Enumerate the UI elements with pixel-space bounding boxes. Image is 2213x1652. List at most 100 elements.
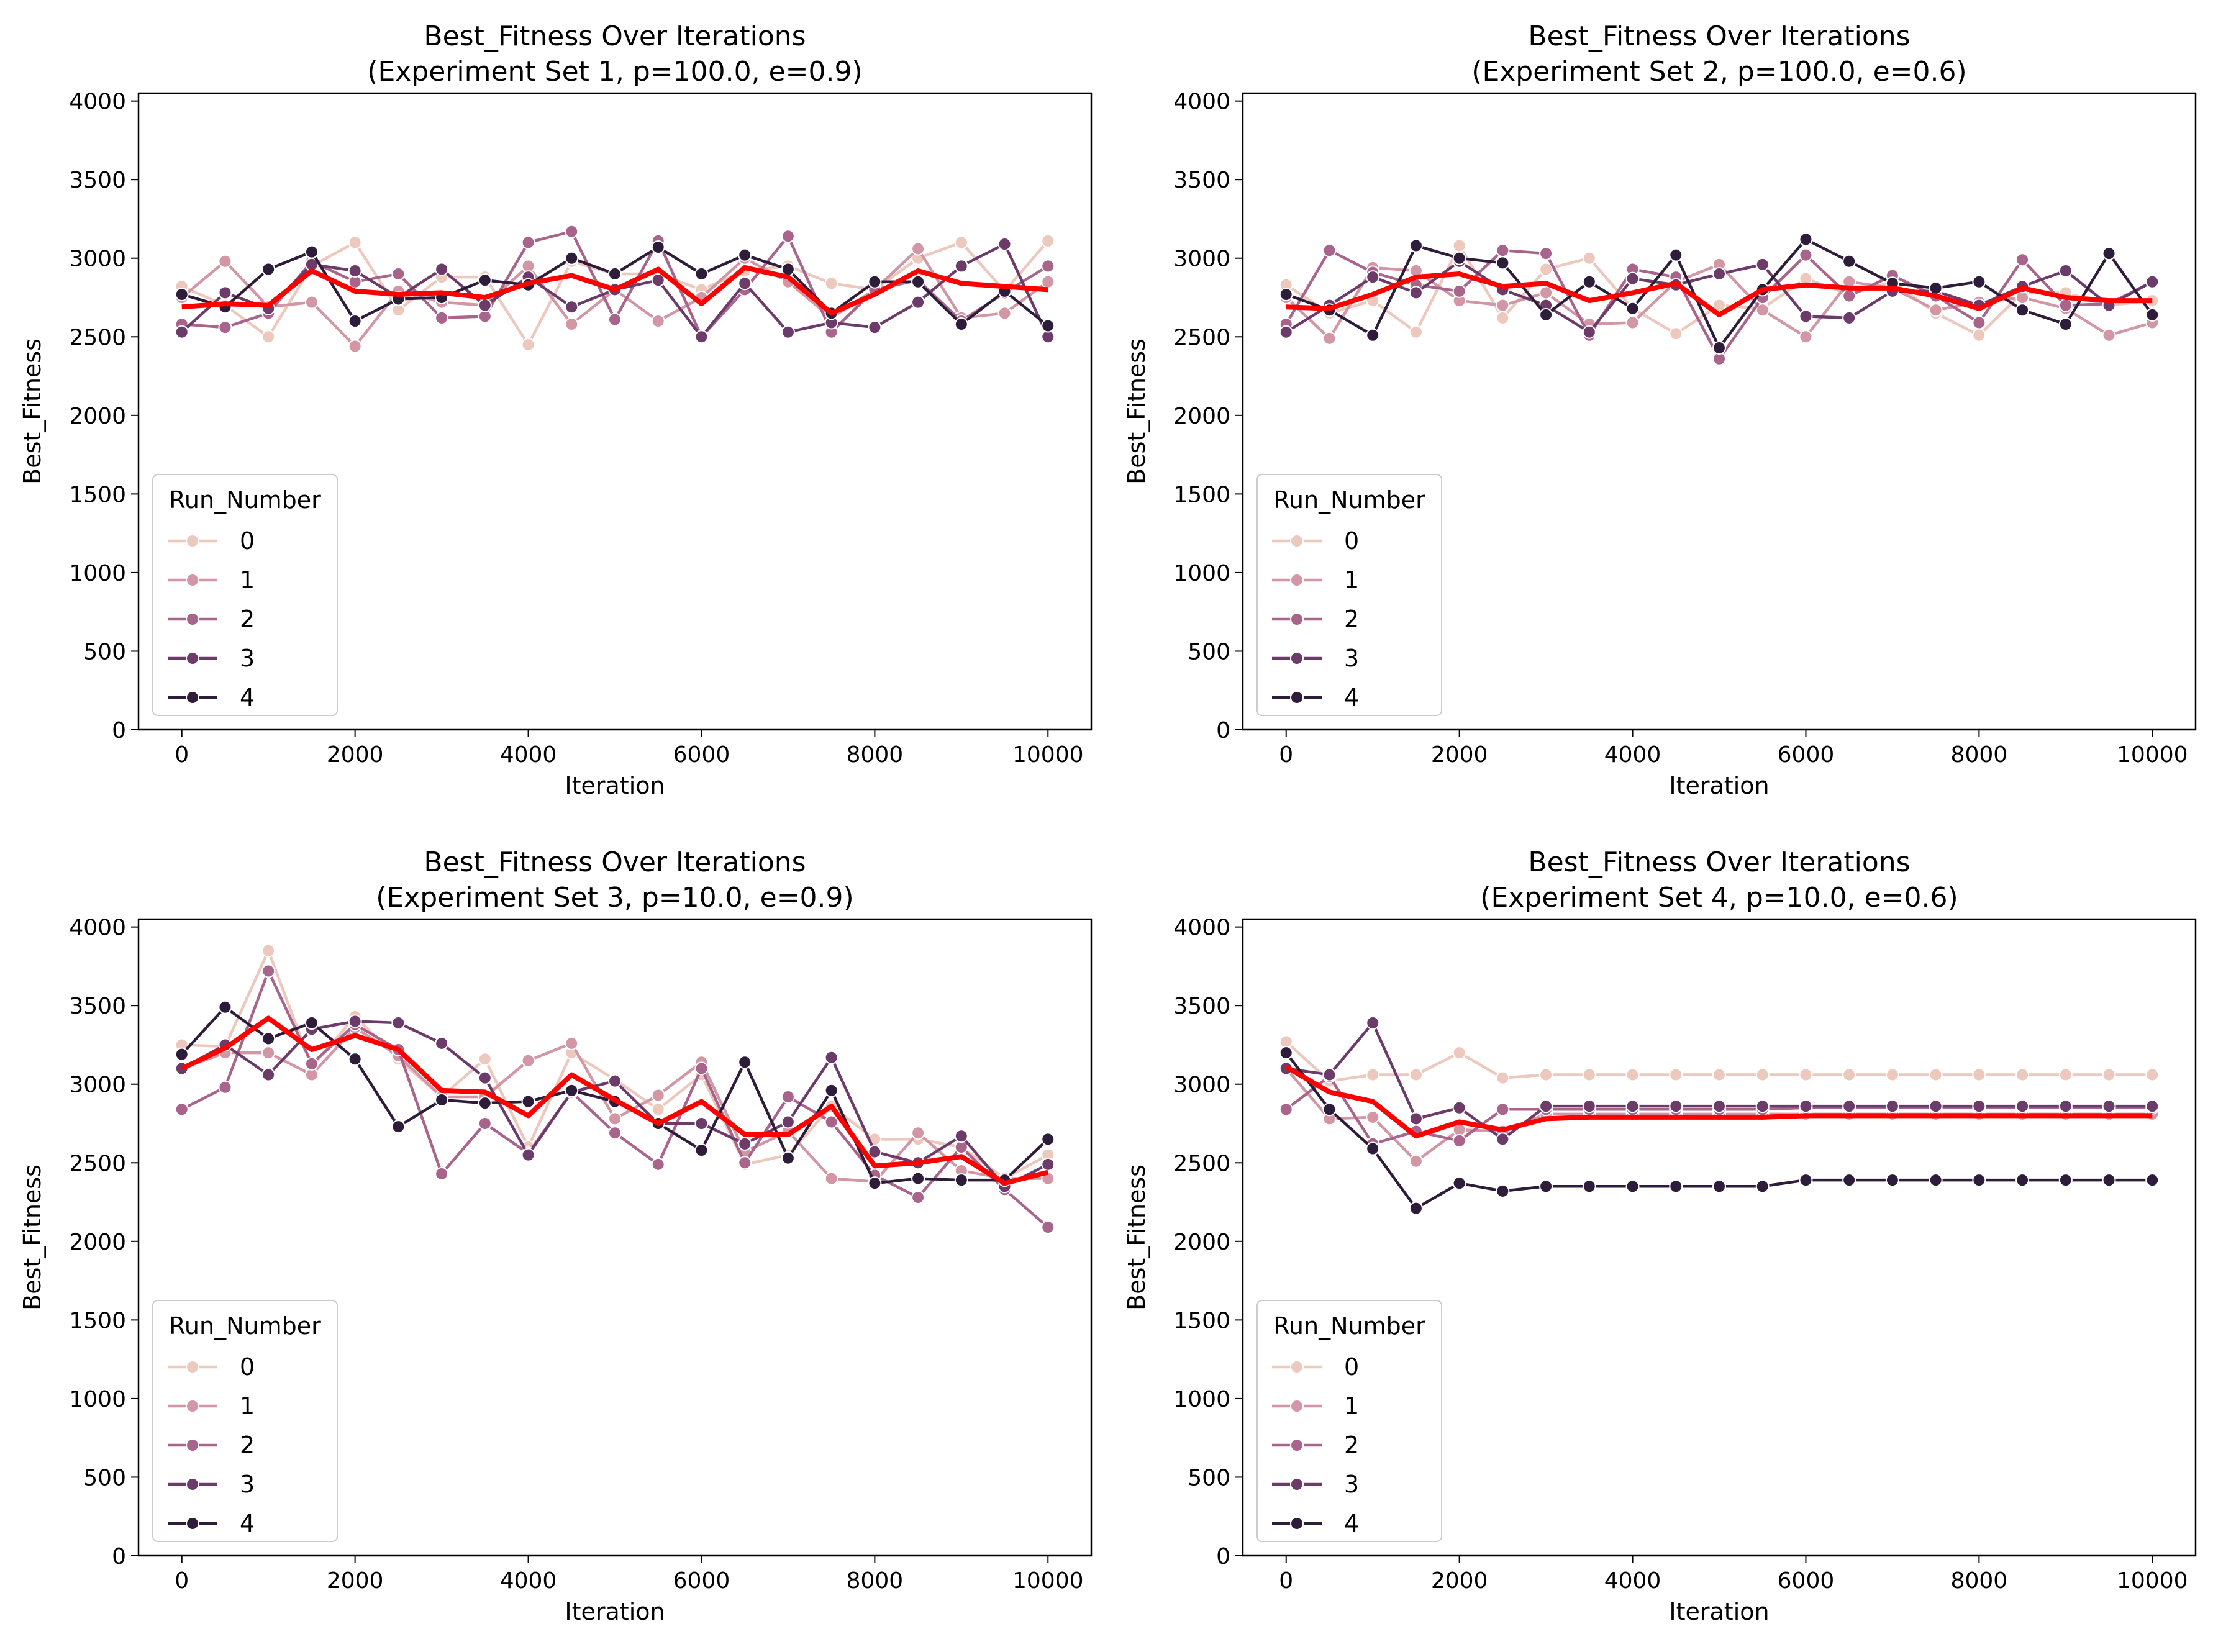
chart-subtitle: (Experiment Set 4, p=10.0, e=0.6) bbox=[1480, 882, 1958, 914]
legend-title: Run_Number bbox=[169, 1312, 321, 1340]
legend-label-run-1: 1 bbox=[240, 1392, 255, 1420]
data-point-run-0 bbox=[824, 276, 838, 291]
data-point-run-4 bbox=[1366, 328, 1380, 342]
x-tick-label: 8000 bbox=[847, 1568, 904, 1594]
y-tick-label: 1500 bbox=[69, 1308, 126, 1333]
y-tick-label: 1500 bbox=[69, 482, 126, 507]
data-point-run-4 bbox=[1929, 281, 1943, 295]
data-point-run-4 bbox=[694, 1143, 709, 1158]
legend-marker-run-0 bbox=[186, 534, 199, 548]
data-point-run-0 bbox=[1496, 311, 1510, 325]
data-point-run-4 bbox=[1842, 1173, 1856, 1187]
data-point-run-4 bbox=[1755, 1179, 1770, 1194]
data-point-run-2 bbox=[1496, 1102, 1510, 1117]
data-point-run-4 bbox=[1539, 307, 1553, 322]
data-point-run-3 bbox=[868, 320, 882, 335]
mean-line bbox=[181, 265, 1048, 316]
data-point-run-4 bbox=[954, 317, 968, 332]
data-point-run-0 bbox=[521, 337, 535, 352]
data-point-run-3 bbox=[391, 1016, 406, 1030]
data-point-run-3 bbox=[694, 1117, 709, 1131]
chart-title: Best_Fitness Over Iterations bbox=[1528, 846, 1910, 878]
y-tick-label: 3500 bbox=[1173, 994, 1230, 1019]
y-tick-label: 1000 bbox=[69, 561, 126, 586]
data-point-run-1 bbox=[1625, 315, 1640, 330]
y-tick-label: 4000 bbox=[69, 89, 126, 115]
data-point-run-2 bbox=[478, 1117, 492, 1131]
y-tick-label: 3000 bbox=[69, 1073, 126, 1098]
y-axis-label: Best_Fitness bbox=[19, 338, 46, 484]
data-point-run-3 bbox=[1582, 1099, 1596, 1114]
legend-title: Run_Number bbox=[1273, 486, 1425, 514]
data-point-run-0 bbox=[1972, 328, 1986, 342]
y-tick-label: 1000 bbox=[69, 1387, 126, 1412]
chart-subtitle: (Experiment Set 1, p=100.0, e=0.9) bbox=[367, 56, 862, 88]
y-tick-label: 500 bbox=[83, 639, 126, 665]
data-point-run-3 bbox=[435, 262, 449, 276]
y-tick-label: 4000 bbox=[69, 915, 126, 941]
data-point-run-4 bbox=[1539, 1179, 1553, 1194]
data-point-run-4 bbox=[521, 1094, 535, 1109]
data-point-run-3 bbox=[1409, 286, 1423, 300]
y-tick-label: 0 bbox=[1216, 718, 1230, 743]
data-point-run-3 bbox=[738, 1137, 752, 1151]
data-point-run-3 bbox=[1972, 1099, 1986, 1114]
mean-line bbox=[181, 1015, 1049, 1186]
data-point-run-4 bbox=[1885, 1173, 1899, 1187]
data-point-run-3 bbox=[608, 1074, 622, 1088]
data-point-run-4 bbox=[1799, 1173, 1813, 1187]
x-axis-label: Iteration bbox=[1669, 772, 1769, 799]
data-point-run-1 bbox=[2102, 328, 2116, 342]
data-point-run-4 bbox=[2145, 307, 2160, 322]
x-tick-label: 6000 bbox=[1778, 1568, 1835, 1594]
data-point-run-3 bbox=[435, 1036, 449, 1050]
data-point-run-4 bbox=[1669, 1179, 1683, 1194]
y-tick-label: 500 bbox=[1188, 639, 1230, 665]
data-point-run-3 bbox=[1366, 270, 1380, 284]
data-point-run-4 bbox=[478, 273, 492, 288]
axes-frame bbox=[1242, 918, 2197, 1557]
legend-label-run-0: 0 bbox=[1344, 1353, 1359, 1381]
data-point-run-3 bbox=[1041, 1157, 1055, 1171]
data-point-run-4 bbox=[2015, 303, 2030, 317]
y-tick-label: 4000 bbox=[1173, 89, 1230, 115]
data-point-run-0 bbox=[1539, 1068, 1553, 1082]
data-point-run-3 bbox=[2145, 275, 2160, 289]
data-point-run-2 bbox=[651, 1157, 665, 1171]
y-tick-label: 2000 bbox=[1173, 1230, 1230, 1255]
data-point-run-0 bbox=[1041, 234, 1055, 248]
legend-box bbox=[152, 1300, 338, 1542]
data-point-run-3 bbox=[2102, 1099, 2116, 1114]
data-point-run-4 bbox=[954, 1173, 968, 1187]
data-point-run-4 bbox=[1712, 341, 1726, 355]
legend-marker-run-0 bbox=[1290, 534, 1304, 548]
data-point-run-4 bbox=[1496, 256, 1510, 270]
data-point-run-4 bbox=[608, 267, 622, 281]
x-tick-label: 4000 bbox=[500, 742, 557, 768]
x-tick-label: 2000 bbox=[327, 742, 384, 768]
y-tick-label: 2500 bbox=[69, 325, 126, 350]
y-tick-label: 3500 bbox=[69, 994, 126, 1019]
legend-label-run-0: 0 bbox=[240, 1353, 255, 1381]
mean-line bbox=[1284, 1064, 2153, 1139]
data-point-run-1 bbox=[304, 295, 319, 309]
data-point-run-4 bbox=[1712, 1179, 1726, 1194]
y-tick-label: 2500 bbox=[69, 1151, 126, 1176]
chart-title: Best_Fitness Over Iterations bbox=[424, 846, 806, 878]
data-point-run-4 bbox=[565, 251, 579, 265]
y-tick-label: 2500 bbox=[1173, 325, 1230, 350]
data-point-run-4 bbox=[261, 1032, 276, 1046]
data-point-run-4 bbox=[348, 314, 362, 328]
data-point-run-4 bbox=[1582, 1179, 1596, 1194]
data-point-run-0 bbox=[2058, 1068, 2073, 1082]
data-point-run-3 bbox=[1409, 1112, 1423, 1126]
chart-subtitle: (Experiment Set 2, p=100.0, e=0.6) bbox=[1471, 56, 1966, 88]
chart-legend: Run_Number 0 1 2 3 4 bbox=[1256, 1300, 1442, 1542]
data-point-run-2 bbox=[435, 1167, 449, 1181]
chart-legend: Run_Number 0 1 2 3 4 bbox=[152, 474, 338, 716]
legend-label-run-2: 2 bbox=[240, 1432, 255, 1459]
y-tick-label: 2500 bbox=[1173, 1151, 1230, 1176]
data-point-run-4 bbox=[1582, 275, 1596, 289]
data-point-run-3 bbox=[1669, 1099, 1683, 1114]
data-point-run-3 bbox=[1625, 1099, 1640, 1114]
